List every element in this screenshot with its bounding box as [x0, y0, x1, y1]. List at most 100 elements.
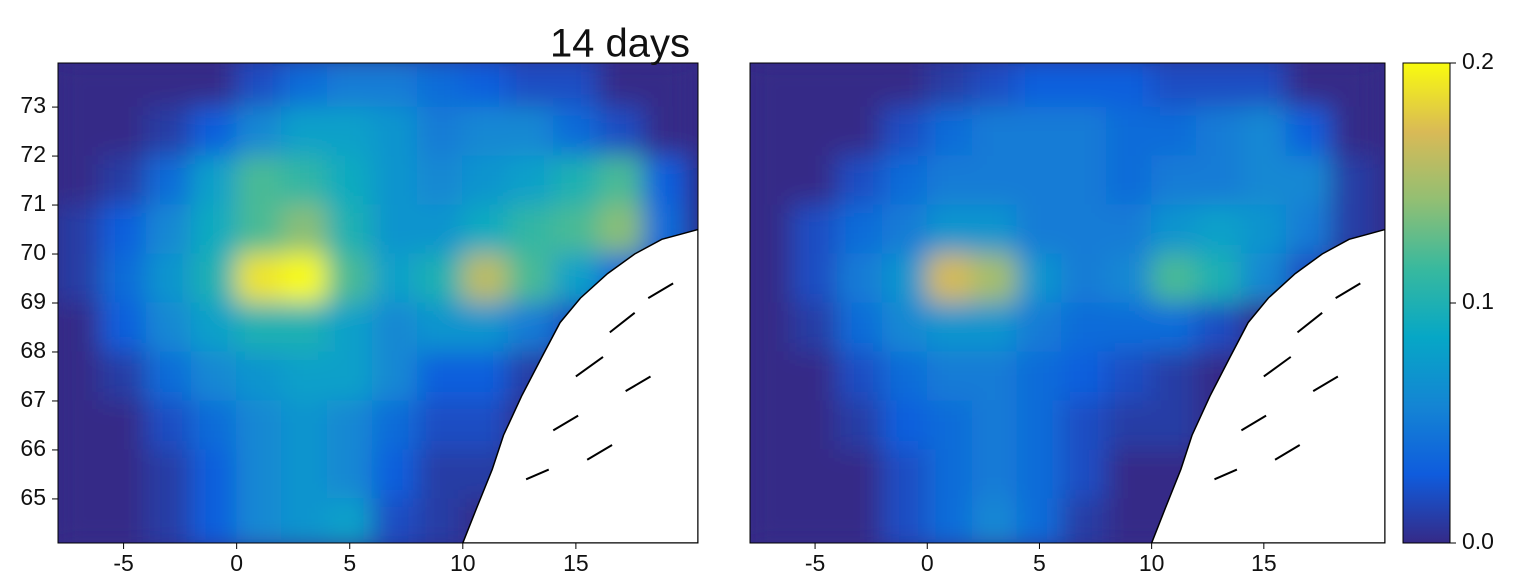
heatmap-cell [1241, 58, 1287, 108]
heatmap-cell [1061, 205, 1107, 255]
heatmap-cell [100, 498, 146, 548]
heatmap-cell [747, 107, 793, 157]
heatmap-cell [1196, 254, 1242, 304]
heatmap-cell [372, 58, 418, 108]
heatmap-cell [792, 156, 838, 206]
heatmap-cell [191, 156, 237, 206]
heatmap-cell [100, 58, 146, 108]
heatmap-cell [1061, 107, 1107, 157]
heatmap-cell [100, 156, 146, 206]
heatmap-cell [236, 58, 282, 108]
heatmap-cell [100, 254, 146, 304]
heatmap-cell [100, 449, 146, 499]
heatmap-cell [372, 303, 418, 353]
heatmap-cell [1061, 351, 1107, 401]
heatmap-cell [927, 449, 973, 499]
heatmap-cell [792, 205, 838, 255]
heatmap-cell [1106, 303, 1152, 353]
heatmap-cell [747, 400, 793, 450]
heatmap-cell [837, 303, 883, 353]
heatmap-cell [236, 205, 282, 255]
heatmap-cell [372, 107, 418, 157]
heatmap-cell [508, 107, 554, 157]
heatmap-cell [1151, 107, 1197, 157]
heatmap-cell [191, 254, 237, 304]
heatmap-cell [327, 351, 373, 401]
heatmap-cell [927, 254, 973, 304]
colorbar-tick-label: 0.1 [1462, 288, 1494, 314]
heatmap-cell [1017, 107, 1063, 157]
heatmap-cell [1017, 205, 1063, 255]
heatmap-cell [792, 58, 838, 108]
heatmap-cell [747, 303, 793, 353]
heatmap-cell [327, 58, 373, 108]
heatmap-cell [1196, 107, 1242, 157]
heatmap-cell [1196, 205, 1242, 255]
heatmap-cell [1061, 58, 1107, 108]
heatmap-cell [462, 303, 508, 353]
heatmap-cell [792, 107, 838, 157]
heatmap-cell [598, 205, 644, 255]
heatmap-cell [1151, 303, 1197, 353]
heatmap-cell [1106, 498, 1152, 548]
heatmap-cell [372, 156, 418, 206]
heatmap-cell [55, 303, 101, 353]
y-tick-label: 65 [20, 484, 46, 510]
heatmap-panel [747, 58, 1385, 549]
heatmap-cell [508, 58, 554, 108]
heatmap-cell [327, 205, 373, 255]
heatmap-cell [281, 400, 327, 450]
heatmap-cell [281, 156, 327, 206]
heatmap-cell [462, 156, 508, 206]
heatmap-cell [236, 498, 282, 548]
heatmap-cell [1106, 254, 1152, 304]
heatmap-cell [1017, 58, 1063, 108]
heatmap-cell [417, 498, 463, 548]
heatmap-cell [972, 351, 1018, 401]
heatmap-cell [1017, 449, 1063, 499]
heatmap-cell [327, 498, 373, 548]
heatmap-cell [191, 205, 237, 255]
heatmap-cell [1017, 498, 1063, 548]
heatmap-cell [372, 205, 418, 255]
heatmap-cell [972, 400, 1018, 450]
heatmap-cell [462, 205, 508, 255]
heatmap-cell [146, 400, 192, 450]
heatmap-cell [792, 498, 838, 548]
heatmap-cell [146, 205, 192, 255]
heatmap-cell [417, 58, 463, 108]
heatmap-cell [1151, 205, 1197, 255]
heatmap-cell [747, 254, 793, 304]
heatmap-cell [972, 156, 1018, 206]
heatmap-cell [146, 107, 192, 157]
heatmap-panel [55, 58, 698, 549]
heatmap-cell [1106, 400, 1152, 450]
heatmap-cell [372, 498, 418, 548]
heatmap-cell [146, 351, 192, 401]
heatmap-cell [236, 449, 282, 499]
heatmap-cell [837, 400, 883, 450]
heatmap-cell [191, 400, 237, 450]
heatmap-cell [643, 107, 689, 157]
heatmap-cell [55, 400, 101, 450]
heatmap-cell [882, 449, 928, 499]
heatmap-cell [281, 303, 327, 353]
heatmap-cell [236, 303, 282, 353]
heatmap-cell [327, 400, 373, 450]
heatmap-cell [927, 58, 973, 108]
heatmap-cell [462, 107, 508, 157]
heatmap-cell [55, 498, 101, 548]
heatmap-cell [281, 498, 327, 548]
heatmap-cell [1017, 351, 1063, 401]
heatmap-cell [837, 156, 883, 206]
heatmap-cell [1331, 156, 1377, 206]
heatmap-cell [146, 303, 192, 353]
heatmap-cell [508, 303, 554, 353]
heatmap-cell [1106, 449, 1152, 499]
heatmap-cell [1017, 303, 1063, 353]
heatmap-cell [553, 107, 599, 157]
heatmap-cell [327, 107, 373, 157]
y-tick-label: 72 [20, 141, 46, 167]
heatmap-cell [236, 156, 282, 206]
heatmap-cell [281, 107, 327, 157]
